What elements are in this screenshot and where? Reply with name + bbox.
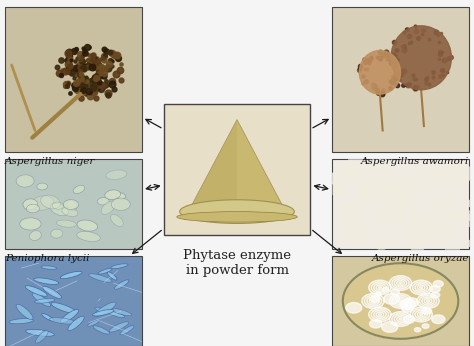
Bar <box>5 159 142 249</box>
Text: Aspergillus oryzae: Aspergillus oryzae <box>372 254 469 263</box>
Bar <box>332 7 469 152</box>
Text: Peniophora lycii: Peniophora lycii <box>5 254 89 263</box>
Text: Aspergillus niger: Aspergillus niger <box>5 157 95 166</box>
Bar <box>5 7 142 152</box>
Text: Aspergillus awamori: Aspergillus awamori <box>361 157 469 166</box>
Bar <box>332 159 469 249</box>
Bar <box>332 256 469 346</box>
Bar <box>164 104 310 235</box>
Text: Phytase enzyme
in powder form: Phytase enzyme in powder form <box>183 249 291 277</box>
Bar <box>5 256 142 346</box>
